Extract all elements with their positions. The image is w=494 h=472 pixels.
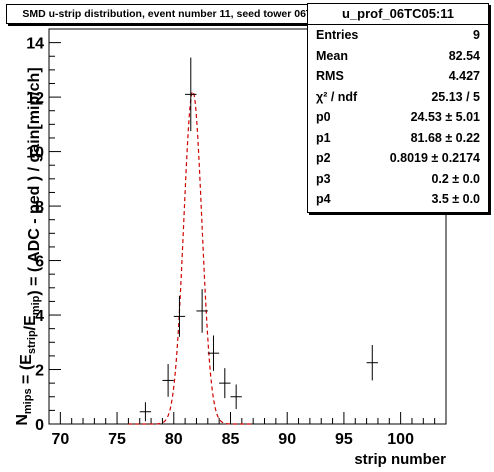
data-point [162, 364, 174, 397]
stats-label: p1 [316, 130, 331, 145]
y-tick-label: 2 [35, 363, 44, 380]
stats-row-p4: p4 3.5 ± 0.0 [308, 189, 488, 210]
stats-row-chi2: χ² / ndf 25.13 / 5 [308, 87, 488, 108]
stats-label: p0 [316, 110, 331, 125]
y-axis-label-n: N [14, 414, 31, 426]
stats-box: u_prof_06TC05:11 Entries 9 Mean 82.54 RM… [307, 3, 489, 213]
stats-row-p0: p0 24.53 ± 5.01 [308, 107, 488, 128]
data-point [230, 384, 242, 410]
x-tick-label: 75 [108, 431, 126, 448]
y-tick-label: 8 [35, 199, 44, 216]
y-tick-label: 4 [35, 308, 44, 325]
x-tick-label: 90 [278, 431, 296, 448]
y-axis-label-n-sub: mips [22, 388, 34, 414]
x-tick-label: 100 [387, 431, 414, 448]
x-tick-label: 95 [335, 431, 353, 448]
stats-label: Entries [316, 28, 359, 43]
chart-title: SMD u-strip distribution, event number 1… [6, 4, 348, 24]
stats-value: 4.427 [448, 69, 480, 84]
stats-value: 24.53 ± 5.01 [410, 110, 480, 125]
data-point [185, 57, 197, 132]
data-point [196, 289, 208, 333]
stats-value: 0.8019 ± 0.2174 [389, 151, 480, 166]
y-tick-label: 0 [35, 417, 44, 434]
x-tick-label: 85 [222, 431, 240, 448]
stats-label: p3 [316, 171, 331, 186]
stats-value: 9 [473, 28, 480, 43]
data-point [207, 335, 220, 371]
stats-value: 0.2 ± 0.0 [431, 171, 480, 186]
stats-label: RMS [316, 69, 344, 84]
y-axis-label-eq1: = (E [18, 354, 35, 389]
y-tick-label: 6 [35, 254, 44, 271]
data-point [219, 368, 231, 399]
x-tick-label: 80 [165, 431, 183, 448]
stats-row-p2: p2 0.8019 ± 0.2174 [308, 148, 488, 169]
y-tick-label: 14 [26, 36, 44, 53]
stats-row-entries: Entries 9 [308, 25, 488, 46]
x-axis-label: strip number [354, 451, 446, 468]
fit-curve [128, 90, 254, 425]
stats-value: 81.68 ± 0.22 [410, 130, 480, 145]
y-axis-label-mip-sub: mip [30, 295, 42, 315]
y-tick-label: 12 [26, 90, 44, 107]
y-axis-label-rest: ) = ( ADC - ped ) / gain[mip/ch] [26, 67, 43, 295]
data-point [139, 402, 152, 422]
y-axis-label: Nmips = (Estrip/Emip) = ( ADC - ped ) / … [14, 67, 43, 425]
stats-row-p1: p1 81.68 ± 0.22 [308, 128, 488, 149]
stats-histogram-name: u_prof_06TC05:11 [308, 4, 488, 25]
stats-row-mean: Mean 82.54 [308, 46, 488, 67]
y-tick-label: 10 [26, 145, 44, 162]
stats-value: 3.5 ± 0.0 [431, 192, 480, 207]
x-tick-label: 70 [51, 431, 69, 448]
y-axis-label-slash: /E [22, 315, 39, 330]
stats-label: Mean [316, 48, 348, 63]
y-axis-label-strip-sub: strip [26, 330, 38, 354]
stats-label: p4 [316, 192, 331, 207]
stats-row-rms: RMS 4.427 [308, 66, 488, 87]
data-point [366, 345, 378, 381]
stats-value: 82.54 [448, 48, 480, 63]
stats-value: 25.13 / 5 [431, 89, 480, 104]
stats-label: χ² / ndf [316, 89, 358, 104]
data-point [173, 295, 186, 337]
stats-label: p2 [316, 151, 331, 166]
stats-row-p3: p3 0.2 ± 0.0 [308, 169, 488, 190]
